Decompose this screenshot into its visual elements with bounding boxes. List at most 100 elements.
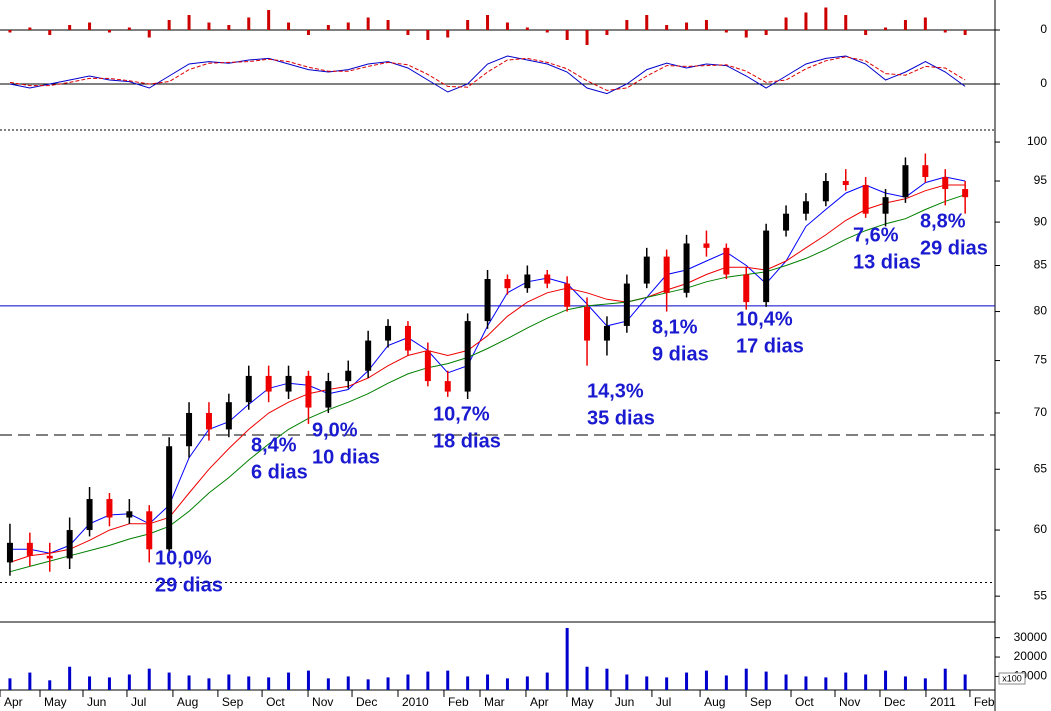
x-tick-label: Feb <box>448 695 469 709</box>
bar <box>605 668 609 690</box>
x-tick-label: Nov <box>312 695 333 709</box>
bar <box>8 678 12 690</box>
x-tick-label: Apr <box>4 695 23 709</box>
bar <box>864 674 868 690</box>
bar <box>525 27 529 30</box>
bar <box>585 30 589 45</box>
bar <box>127 674 131 690</box>
bar <box>346 22 350 30</box>
candle-body <box>524 274 531 289</box>
candle-body <box>703 243 710 248</box>
bar <box>8 30 12 33</box>
bar <box>923 17 927 30</box>
annotation: 9,0% <box>312 420 358 442</box>
x-tick-label: Aug <box>704 695 725 709</box>
candle-body <box>146 511 153 550</box>
bar <box>844 672 848 690</box>
bar <box>685 672 689 690</box>
candle-body <box>325 381 332 408</box>
annotation: 17 dias <box>736 336 804 358</box>
bar <box>386 677 390 690</box>
bar <box>864 30 868 35</box>
candle-body <box>822 181 829 202</box>
candle-body <box>743 274 750 303</box>
annotation: 35 dias <box>587 408 655 430</box>
bar <box>724 30 728 33</box>
candle-body <box>802 201 809 214</box>
bar <box>406 30 410 35</box>
bar <box>486 674 490 690</box>
bar <box>645 676 649 690</box>
bar <box>426 671 430 690</box>
annotation: 9 dias <box>652 344 709 366</box>
bar <box>147 30 151 38</box>
bar <box>665 677 669 690</box>
bar <box>366 17 370 30</box>
bar <box>545 30 549 33</box>
bar <box>744 30 748 38</box>
bar <box>525 676 529 690</box>
bar <box>784 17 788 30</box>
candle-body <box>584 306 591 341</box>
candle-body <box>26 542 33 556</box>
series-line <box>9 184 966 563</box>
bar <box>903 676 907 690</box>
candle-body <box>643 256 650 284</box>
bar <box>884 27 888 30</box>
bar <box>804 676 808 690</box>
x-tick-label: Jun <box>87 695 106 709</box>
candle-body <box>66 530 73 559</box>
bar <box>884 670 888 690</box>
candle-body <box>385 325 392 341</box>
unit-label: x100 <box>1002 673 1022 683</box>
bar <box>565 627 569 690</box>
x-tick-label: Dec <box>884 695 905 709</box>
candle-body <box>245 375 252 403</box>
bar <box>963 674 967 690</box>
x-tick-label: Sep <box>750 695 772 709</box>
candle-body <box>484 279 491 322</box>
unit-box <box>998 672 1026 685</box>
bar <box>844 15 848 30</box>
y-tick-label: 75 <box>1034 353 1048 367</box>
candle-body <box>942 177 949 190</box>
y-tick-label: 90 <box>1034 214 1048 228</box>
bar <box>267 10 271 30</box>
candle-body <box>783 213 790 231</box>
candle-body <box>763 230 770 303</box>
bar <box>446 670 450 690</box>
bar <box>406 674 410 690</box>
y-tick-label: 85 <box>1034 258 1048 272</box>
candle-body <box>623 283 630 326</box>
bar <box>704 670 708 690</box>
bar <box>824 7 828 30</box>
y-tick-label: 0 <box>1040 76 1047 90</box>
annotation: 10,4% <box>736 309 793 331</box>
bar <box>167 672 171 690</box>
series-line <box>9 55 966 95</box>
x-tick-label: Nov <box>839 695 860 709</box>
bar <box>505 22 509 30</box>
bar <box>386 20 390 30</box>
bar <box>48 680 52 690</box>
bar <box>127 27 131 30</box>
bar <box>28 27 32 30</box>
annotation: 8,1% <box>652 317 698 339</box>
candle-body <box>404 325 411 351</box>
candle-body <box>205 412 212 430</box>
bar <box>446 30 450 38</box>
y-tick-label: 80 <box>1034 304 1048 318</box>
bar <box>187 15 191 30</box>
candle-body <box>902 165 909 198</box>
bar <box>366 679 370 690</box>
series-line <box>9 194 966 573</box>
y-tick-label: 0 <box>1040 22 1047 36</box>
candle-body <box>603 325 610 341</box>
x-tick-label: Feb <box>974 695 995 709</box>
x-tick-label: Oct <box>266 695 285 709</box>
y-tick-label: 70 <box>1034 405 1048 419</box>
annotation: 8,4% <box>251 435 297 457</box>
annotation: 10,7% <box>433 404 490 426</box>
candle-body <box>186 412 193 447</box>
bar <box>625 20 629 30</box>
